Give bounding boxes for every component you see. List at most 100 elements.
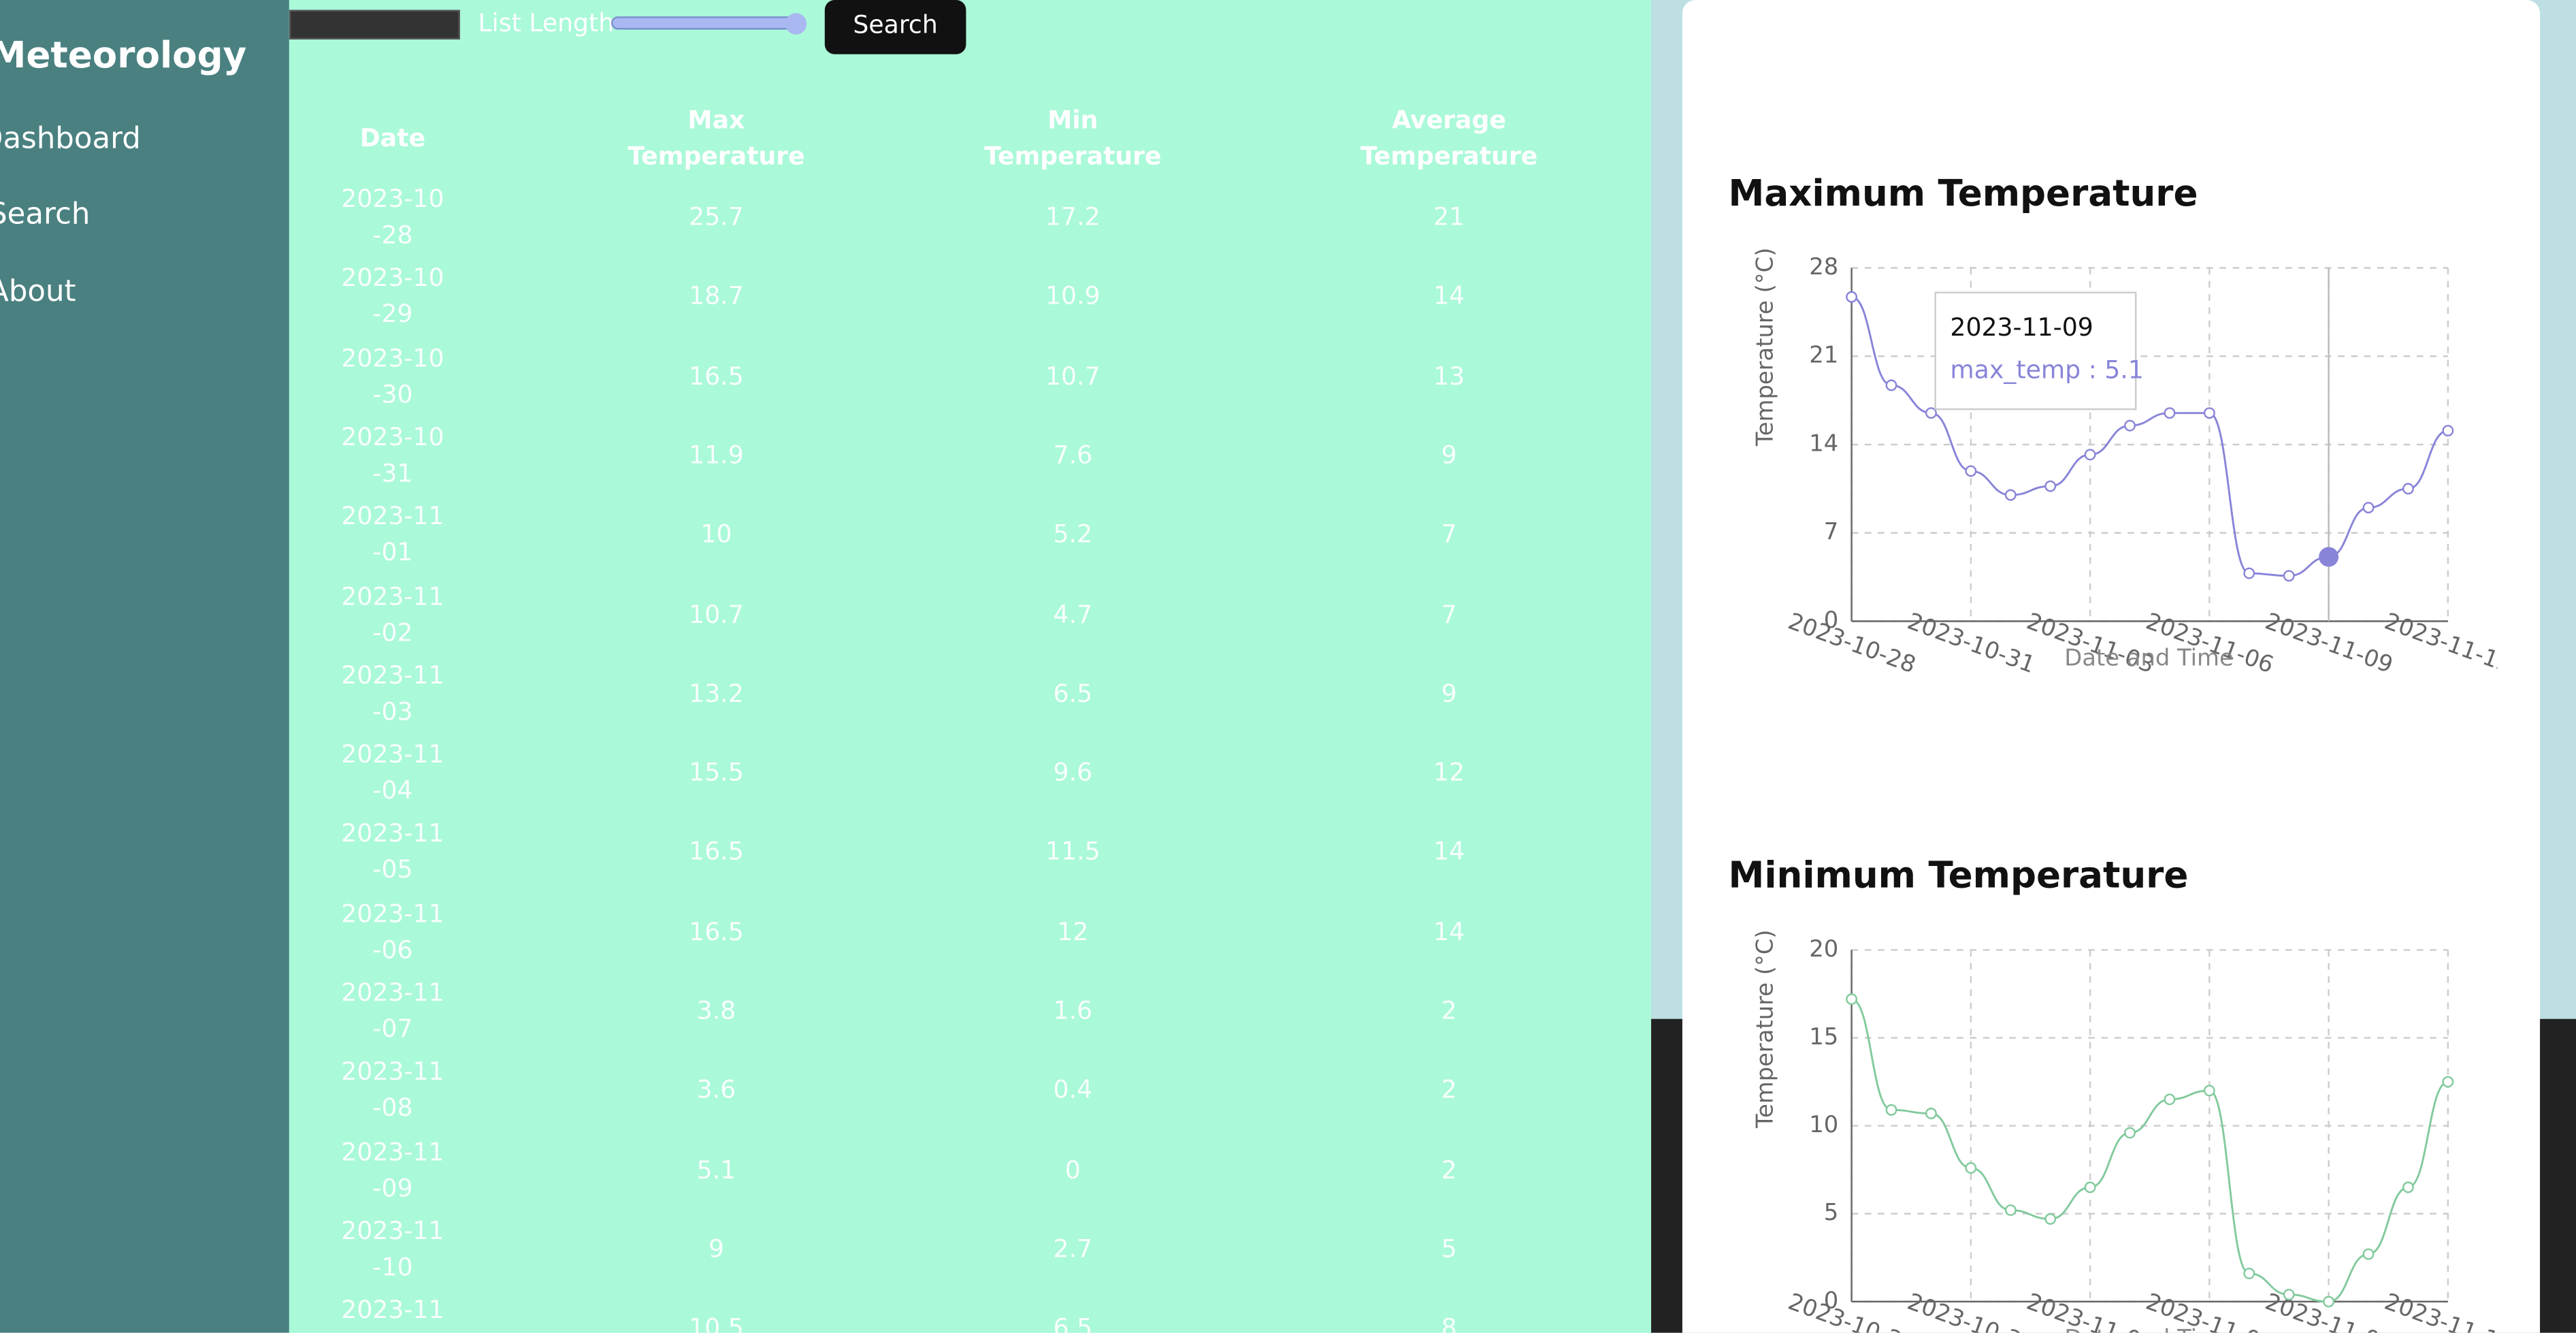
table-cell: 25.7 [689,202,744,232]
point [2124,1127,2136,1139]
table-cell: 14 [1433,916,1465,946]
point [2362,502,2375,514]
table-cell: 2023-11-08 [341,1057,444,1123]
table-cell: 9 [1441,678,1457,708]
table-cell: 6.5 [1053,678,1093,708]
table-cell: 9 [1441,440,1457,470]
table-cell: 6.5 [1053,1313,1093,1333]
table-cell: 13.2 [689,678,744,708]
point [1925,1108,1937,1119]
tooltip [1934,291,2137,411]
y-tick-label: 28 [1809,253,1838,280]
y-tick-label: 21 [1809,342,1838,368]
table-cell: 2023-10-28 [341,184,444,250]
table-header: Min Temperature [984,105,1162,172]
table-cell: 12 [1433,758,1465,788]
table-cell: 9 [708,1234,725,1264]
y-axis-label: Temperature (°C) [1752,929,1778,1129]
point [2243,1268,2255,1280]
table-cell: 13 [1433,361,1465,391]
y-tick-label: 0 [1824,1287,1839,1313]
sidebar: Meteorology Dashboard Search About [0,0,289,1333]
table-cell: 2023-11-02 [341,581,444,647]
table-cell: 10.7 [1045,361,1100,391]
tooltip-title: 2023-11-09 [1950,312,2093,342]
table-cell: 2 [1441,995,1457,1026]
point [2203,407,2215,419]
table-cell: 3.6 [696,1075,736,1105]
table-cell: 2023-11-04 [341,739,444,806]
table-cell: 2.7 [1053,1234,1093,1264]
table-cell: 16.5 [689,361,744,391]
table-cell: 11.9 [689,440,744,470]
point [2323,1296,2335,1308]
table-cell: 2023-11-07 [341,978,444,1044]
point [2362,1248,2375,1260]
point [1965,1162,1977,1174]
point [2124,419,2136,432]
table-cell: 21 [1433,202,1465,232]
table-header: Average Temperature [1360,105,1538,172]
point [2084,449,2096,461]
table-cell: 8 [1441,1313,1457,1333]
y-tick-label: 10 [1809,1111,1838,1138]
charts: Maximum Temperature071421282023-10-28202… [1729,172,2498,1333]
search-button[interactable]: Search [824,0,966,54]
point [2164,1093,2176,1106]
y-tick-label: 14 [1809,430,1838,456]
table-cell: 15.5 [689,758,744,788]
line [1851,295,2449,577]
table-cell: 2023-11-10 [341,1216,444,1282]
table-cell: 2023-11-11 [341,1295,444,1333]
y-tick-label: 0 [1824,607,1839,633]
point [2243,567,2255,579]
table-cell: 2023-10-31 [341,422,444,488]
table-cell: 2 [1441,1155,1457,1185]
table-cell: 7.6 [1053,440,1093,470]
tooltip-value: max_temp : 5.1 [1950,355,2143,385]
table-cell: 12 [1057,916,1089,946]
x-axis-label: Date and Time [2064,645,2233,671]
app-title: Meteorology [0,36,247,78]
nav-item[interactable]: Dashboard [0,121,141,157]
point [2164,407,2176,419]
point [1885,1104,1897,1116]
point [2442,1076,2454,1088]
table-cell: 17.2 [1045,202,1100,232]
point [2084,1181,2096,1193]
table-cell: 2023-11-03 [341,660,444,726]
nav-item[interactable]: Search [0,197,91,232]
point [2044,1213,2057,1225]
point [2004,489,2017,501]
point [1846,993,1858,1006]
table-area: List Length Search Date Max Temperature Mi… [289,0,1652,1333]
table-header: Date [359,123,426,153]
table-cell: 14 [1433,281,1465,311]
table-cell: 16.5 [689,837,744,867]
table-cell: 2 [1441,1075,1457,1105]
table: Date Max Temperature Min Temperature Averag… [289,0,1651,1333]
table-cell: 2023-11-01 [341,501,444,568]
table-cell: 0 [1064,1155,1081,1185]
table-cell: 18.7 [689,281,744,311]
table-cell: 1.6 [1053,995,1093,1026]
search-input[interactable] [289,10,460,39]
point [2402,483,2414,495]
x-tick-label: 2023-11-12 [2381,608,2498,679]
nav-item[interactable]: About [0,274,76,309]
table-cell: 9.6 [1053,758,1093,788]
y-tick-label: 15 [1809,1023,1838,1050]
y-tick-label: 7 [1824,518,1839,545]
x-tick-label: 2023-10-31 [1904,608,2039,679]
point [2203,1085,2215,1097]
point [2004,1204,2017,1217]
active-dot [2319,547,2339,567]
table-cell: 5.2 [1053,519,1093,549]
slider-thumb[interactable] [785,13,807,35]
table-cell: 2023-11-05 [341,819,444,885]
point [1846,291,1858,303]
table-cell: 10.7 [689,598,744,629]
table-cell: 5.1 [696,1155,736,1185]
point [2283,1289,2295,1301]
